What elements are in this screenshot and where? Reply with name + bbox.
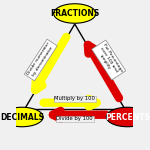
Text: FRACTIONS: FRACTIONS [50, 9, 99, 18]
Text: Divide by 100: Divide by 100 [56, 116, 93, 121]
Ellipse shape [1, 107, 43, 127]
Ellipse shape [54, 4, 96, 23]
Text: PERCENTS: PERCENTS [105, 112, 150, 122]
Text: Divide numerator
by denominator: Divide numerator by denominator [27, 42, 55, 78]
Text: Multiply by 100: Multiply by 100 [54, 96, 95, 101]
Text: Put Percentage
over 100 and
simplify: Put Percentage over 100 and simplify [94, 42, 123, 78]
Text: DECIMALS: DECIMALS [0, 112, 44, 122]
Ellipse shape [106, 107, 148, 127]
